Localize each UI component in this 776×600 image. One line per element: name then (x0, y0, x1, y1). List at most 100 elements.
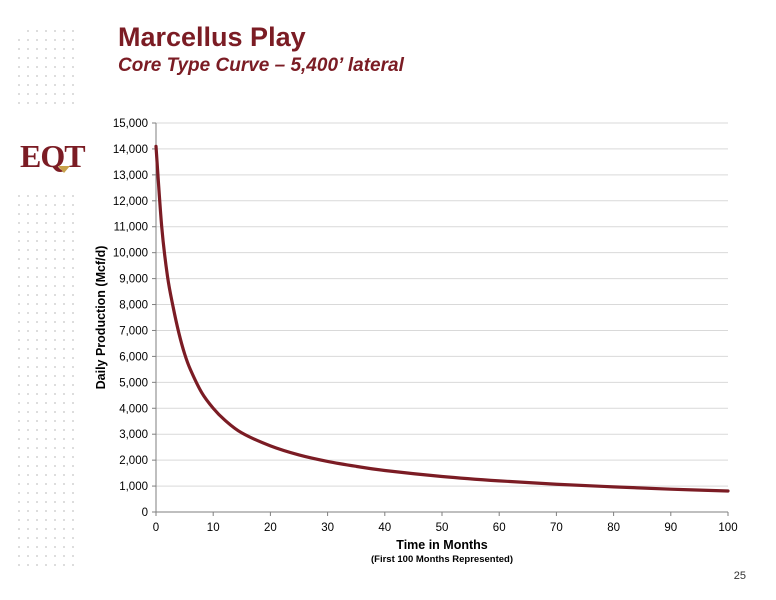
decorative-dot (54, 48, 56, 50)
decorative-dot (18, 474, 20, 476)
decorative-dot (54, 39, 56, 41)
decorative-dot (45, 267, 47, 269)
decorative-dot (45, 510, 47, 512)
decorative-dot (36, 84, 38, 86)
decorative-dot (54, 240, 56, 242)
decorative-dot (36, 555, 38, 557)
decorative-dot (63, 249, 65, 251)
decorative-dot (36, 231, 38, 233)
decorative-dot (54, 348, 56, 350)
decorative-dot (54, 357, 56, 359)
decorative-dot (18, 366, 20, 368)
decorative-dot (36, 75, 38, 77)
decorative-dot (36, 348, 38, 350)
decorative-dot (45, 93, 47, 95)
decorative-dot (27, 75, 29, 77)
decorative-dot (36, 276, 38, 278)
decorative-dot (45, 294, 47, 296)
decorative-dot (27, 501, 29, 503)
decorative-dot (36, 456, 38, 458)
decorative-dot (36, 537, 38, 539)
decorative-dot (63, 303, 65, 305)
decorative-dot (63, 528, 65, 530)
decorative-dot (54, 402, 56, 404)
decorative-dot (27, 222, 29, 224)
decorative-dot (36, 222, 38, 224)
decorative-dot (27, 48, 29, 50)
decorative-dot (54, 492, 56, 494)
decorative-dot (63, 366, 65, 368)
decorative-dot (36, 330, 38, 332)
decorative-dot (72, 420, 74, 422)
decorative-dot (72, 393, 74, 395)
decorative-dot (54, 30, 56, 32)
decorative-dot (54, 474, 56, 476)
y-tick-label: 12,000 (113, 196, 148, 208)
decorative-dot (18, 39, 20, 41)
decorative-dot (36, 204, 38, 206)
decorative-dot (72, 456, 74, 458)
decorative-dot (54, 231, 56, 233)
decorative-dot (54, 510, 56, 512)
decorative-dot (36, 564, 38, 566)
decorative-dot (63, 411, 65, 413)
decorative-dot (63, 57, 65, 59)
decorative-dot (72, 213, 74, 215)
decorative-dot (63, 348, 65, 350)
decorative-dot (18, 204, 20, 206)
decorative-dot (45, 339, 47, 341)
decorative-dot (63, 84, 65, 86)
x-tick-label: 50 (436, 522, 449, 534)
decorative-dot (45, 429, 47, 431)
decorative-dot (36, 195, 38, 197)
decorative-dot (54, 102, 56, 104)
decorative-dot (54, 312, 56, 314)
decorative-dot (27, 465, 29, 467)
decorative-dot (18, 537, 20, 539)
decorative-dot (72, 429, 74, 431)
decorative-dot (18, 483, 20, 485)
decorative-dot (54, 267, 56, 269)
decorative-dot (18, 303, 20, 305)
decorative-dot (36, 339, 38, 341)
decorative-dot (45, 222, 47, 224)
decorative-dot (45, 231, 47, 233)
decorative-dot (54, 393, 56, 395)
decorative-dot (54, 303, 56, 305)
decorative-dot (18, 240, 20, 242)
decorative-dot (18, 402, 20, 404)
decorative-dot (45, 492, 47, 494)
decorative-dot (18, 456, 20, 458)
decorative-dot (27, 330, 29, 332)
decorative-dot (27, 447, 29, 449)
decorative-dot (45, 195, 47, 197)
decorative-dot (72, 438, 74, 440)
decorative-dot (63, 519, 65, 521)
decorative-dot (63, 375, 65, 377)
y-tick-label: 5,000 (119, 377, 148, 389)
decorative-dot (54, 564, 56, 566)
decorative-dot (27, 267, 29, 269)
decorative-dot (54, 465, 56, 467)
decorative-dot (36, 402, 38, 404)
page-subtitle: Core Type Curve – 5,400’ lateral (118, 55, 404, 76)
decorative-dot (18, 231, 20, 233)
decorative-dot (45, 321, 47, 323)
decorative-dot (45, 48, 47, 50)
decorative-dot (18, 339, 20, 341)
decorative-dot (72, 447, 74, 449)
decorative-dot (27, 276, 29, 278)
x-tick-label: 20 (264, 522, 277, 534)
y-tick-label: 14,000 (113, 144, 148, 156)
decorative-dot (54, 93, 56, 95)
decorative-dot (18, 393, 20, 395)
decorative-dot (36, 30, 38, 32)
decorative-dot (36, 57, 38, 59)
decorative-dot (63, 546, 65, 548)
decorative-dot (72, 465, 74, 467)
decorative-dot (36, 312, 38, 314)
decorative-dot (45, 483, 47, 485)
decorative-dot (18, 465, 20, 467)
decorative-dot (54, 195, 56, 197)
decorative-dot (27, 528, 29, 530)
